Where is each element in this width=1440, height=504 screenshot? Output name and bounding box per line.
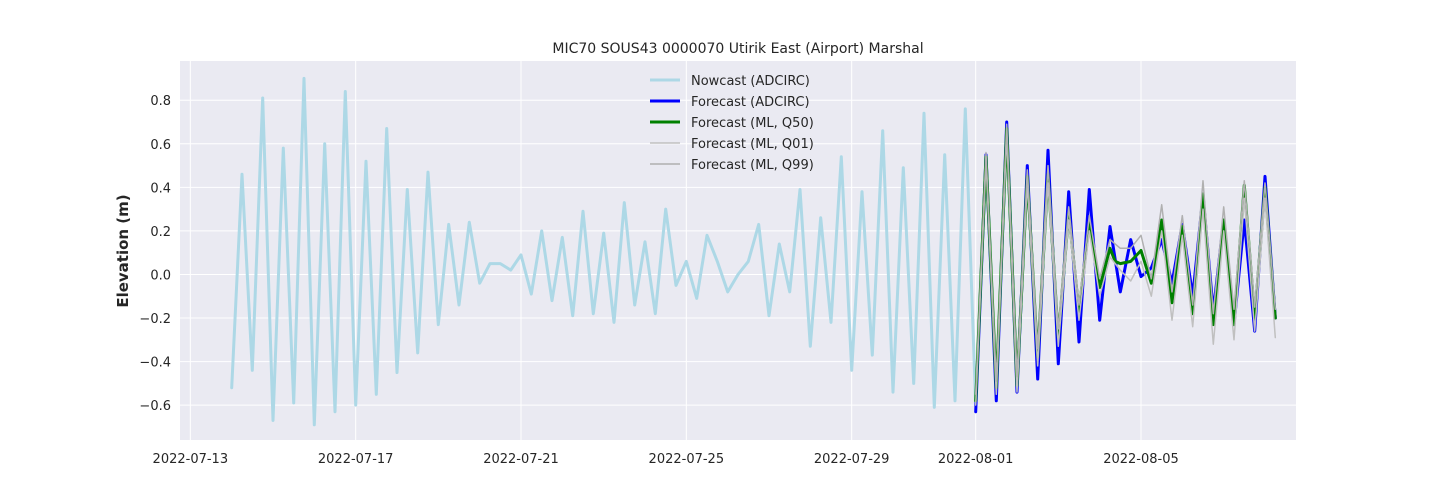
y-tick-label: 0.8 — [150, 94, 171, 109]
x-tick-label: 2022-07-13 — [153, 452, 229, 467]
y-ticks: −0.6 −0.4 −0.2 0.0 0.2 0.4 0.6 0.8 — [139, 94, 171, 414]
y-tick-label: −0.6 — [139, 399, 171, 414]
x-tick-label: 2022-08-05 — [1103, 452, 1179, 467]
x-tick-label: 2022-07-21 — [483, 452, 559, 467]
legend-label: Nowcast (ADCIRC) — [691, 74, 810, 89]
y-tick-label: −0.4 — [139, 356, 171, 371]
y-tick-label: 0.6 — [150, 138, 171, 153]
series-layer — [230, 76, 1277, 427]
x-tick-label: 2022-07-29 — [814, 452, 890, 467]
x-ticks: 2022-07-13 2022-07-17 2022-07-21 2022-07-25… — [153, 452, 1179, 467]
series-line-1 — [230, 76, 978, 427]
y-tick-label: 0.0 — [150, 268, 171, 283]
x-tick-label: 2022-07-25 — [649, 452, 725, 467]
y-axis-label: Elevation (m) — [114, 194, 132, 307]
legend-label: Forecast (ADCIRC) — [691, 95, 810, 110]
chart-title: MIC70 SOUS43 0000070 Utirik East (Airpor… — [552, 41, 923, 57]
y-tick-label: −0.2 — [139, 312, 171, 327]
x-tick-label: 2022-07-17 — [318, 452, 394, 467]
x-tick-label: 2022-08-01 — [938, 452, 1014, 467]
legend-label: Forecast (ML, Q99) — [691, 158, 814, 173]
legend-label: Forecast (ML, Q01) — [691, 137, 814, 152]
series-line-5 — [974, 123, 1277, 396]
legend-label: Forecast (ML, Q50) — [691, 116, 814, 131]
legend: Nowcast (ADCIRC) Forecast (ADCIRC) Forecas… — [650, 74, 814, 173]
y-tick-label: 0.4 — [150, 181, 171, 196]
y-tick-label: 0.2 — [150, 225, 171, 240]
